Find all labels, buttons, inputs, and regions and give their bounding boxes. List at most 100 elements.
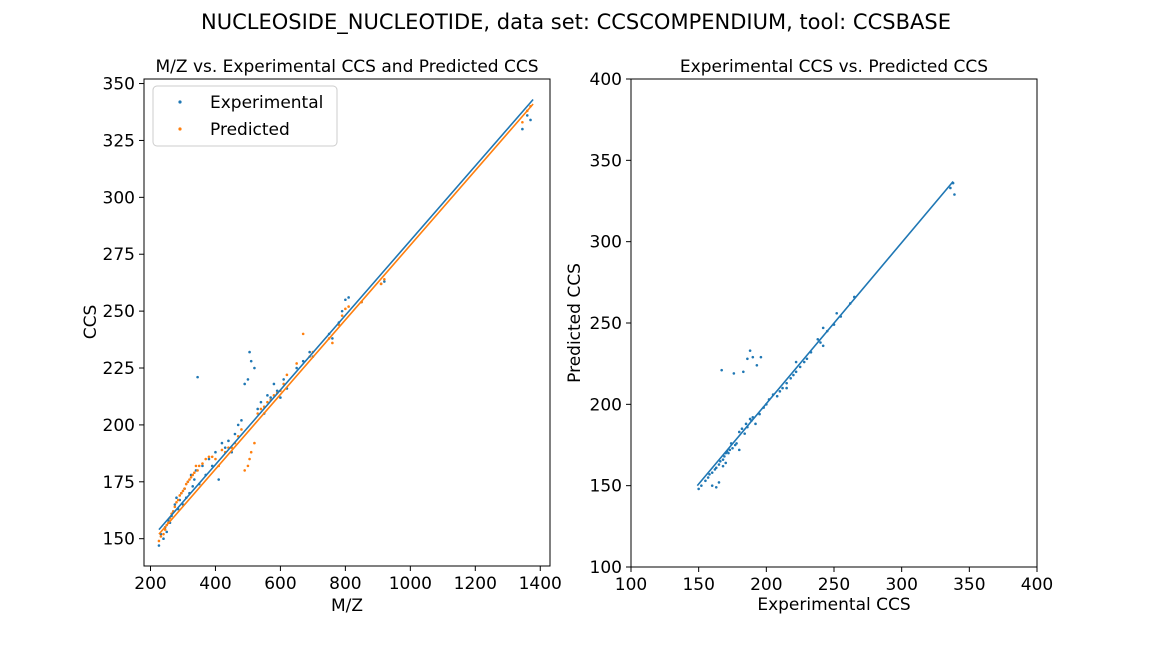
left-point-experimental [249,359,253,363]
right-point-series-0 [751,355,755,359]
right-point-series-0 [835,311,839,315]
right-y-tick-label: 400 [590,70,622,90]
left-point-predicted [266,400,269,404]
right-point-series-0 [792,373,795,377]
right-point-series-0 [714,466,718,470]
left-point-predicted [201,462,204,465]
left-point-predicted [184,482,188,486]
left-point-experimental [275,389,279,393]
left-point-predicted [249,450,253,454]
left-point-predicted [173,505,177,509]
left-point-predicted [383,277,386,281]
left-point-experimental [301,359,305,363]
right-point-series-0 [719,459,722,463]
right-point-series-0 [816,337,820,341]
right-point-series-0 [748,349,752,352]
left-y-tick-label: 325 [103,131,135,151]
left-point-experimental [165,530,169,534]
right-point-series-0 [789,377,792,380]
left-point-predicted [189,475,193,479]
right-x-tick-label: 300 [885,575,917,595]
legend: Experimental Predicted [152,85,338,147]
left-plot-area [157,98,534,547]
left-point-experimental [266,394,269,397]
right-x-tick-label: 100 [615,575,647,595]
left-point-experimental [331,337,334,340]
right-axes-title: Experimental CCS vs. Predicted CCS [680,57,988,77]
left-axes-title: M/Z vs. Experimental CCS and Predicted C… [156,57,539,77]
left-point-experimental [201,464,204,468]
left-y-tick-label: 200 [103,416,135,436]
right-point-series-0 [704,479,707,483]
left-point-predicted [347,305,350,308]
left-point-experimental [173,503,177,506]
left-point-experimental [340,309,344,313]
left-y-tick-label: 250 [103,302,135,322]
left-point-predicted [181,489,185,493]
left-y-tick-label: 150 [103,530,135,550]
right-y-tick-label: 100 [590,558,622,578]
left-point-predicted [285,373,289,377]
right-point-series-0 [710,484,714,487]
left-point-predicted [210,455,214,459]
left-point-experimental [220,441,224,445]
right-fit-line-series [696,180,954,487]
left-point-predicted [178,494,182,497]
left-x-tick-label: 1000 [389,574,432,594]
right-y-tick-label: 150 [590,477,622,497]
left-point-predicted [246,464,250,468]
left-y-tick-label: 225 [103,359,135,379]
left-point-predicted [379,282,383,286]
right-point-series-0 [953,193,956,196]
left-point-predicted [340,314,344,317]
left-point-experimental [525,114,529,117]
right-axes: Experimental CCS vs. Predicted CCS 100 15… [565,57,1053,615]
left-fit-line-experimental [158,98,534,531]
left-axes: M/Z vs. Experimental CCS and Predicted C… [81,57,562,616]
legend-label-predicted: Predicted [210,120,290,140]
left-point-experimental [214,450,217,454]
left-point-predicted [186,480,190,484]
left-point-experimental [308,350,311,354]
legend-marker-predicted [178,127,182,131]
legend-frame [152,85,338,147]
right-y-tick-label: 300 [590,233,622,253]
left-fit-line-predicted [158,103,534,535]
left-point-experimental [256,407,259,411]
right-point-series-0 [706,476,710,479]
right-point-series-0 [714,485,718,489]
left-point-predicted [259,407,263,411]
left-point-predicted [194,464,198,468]
right-y-tick-label: 350 [590,151,622,171]
right-point-series-0 [735,442,738,445]
right-point-series-0 [775,394,779,398]
left-x-tick-label: 1400 [519,574,562,594]
right-point-series-0 [728,448,732,452]
left-point-experimental [233,432,237,436]
right-point-series-0 [794,370,798,374]
right-point-series-0 [755,363,759,367]
left-point-experimental [295,366,298,370]
left-point-predicted [214,457,217,461]
left-point-experimental [162,537,165,540]
left-point-predicted [521,120,524,124]
left-point-experimental [383,280,386,283]
right-point-series-0 [759,355,763,359]
right-point-series-0 [821,326,825,330]
right-x-tick-label: 200 [750,575,782,595]
left-point-experimental [282,378,285,381]
left-point-experimental [243,382,246,386]
left-x-tick-label: 1200 [454,574,497,594]
right-point-series-0 [785,386,788,390]
right-point-series-0 [717,463,721,466]
left-y-tick-label: 300 [103,188,135,208]
right-y-ticks: 100 150 200 250 300 350 400 [590,70,631,578]
left-point-predicted [207,455,211,459]
left-y-axis-label: CCS [81,305,101,340]
left-point-experimental [272,382,276,386]
right-plot-area [696,180,956,491]
right-point-series-0 [724,461,728,465]
left-x-axis-label: M/Z [331,596,363,616]
right-point-series-0 [742,370,745,374]
